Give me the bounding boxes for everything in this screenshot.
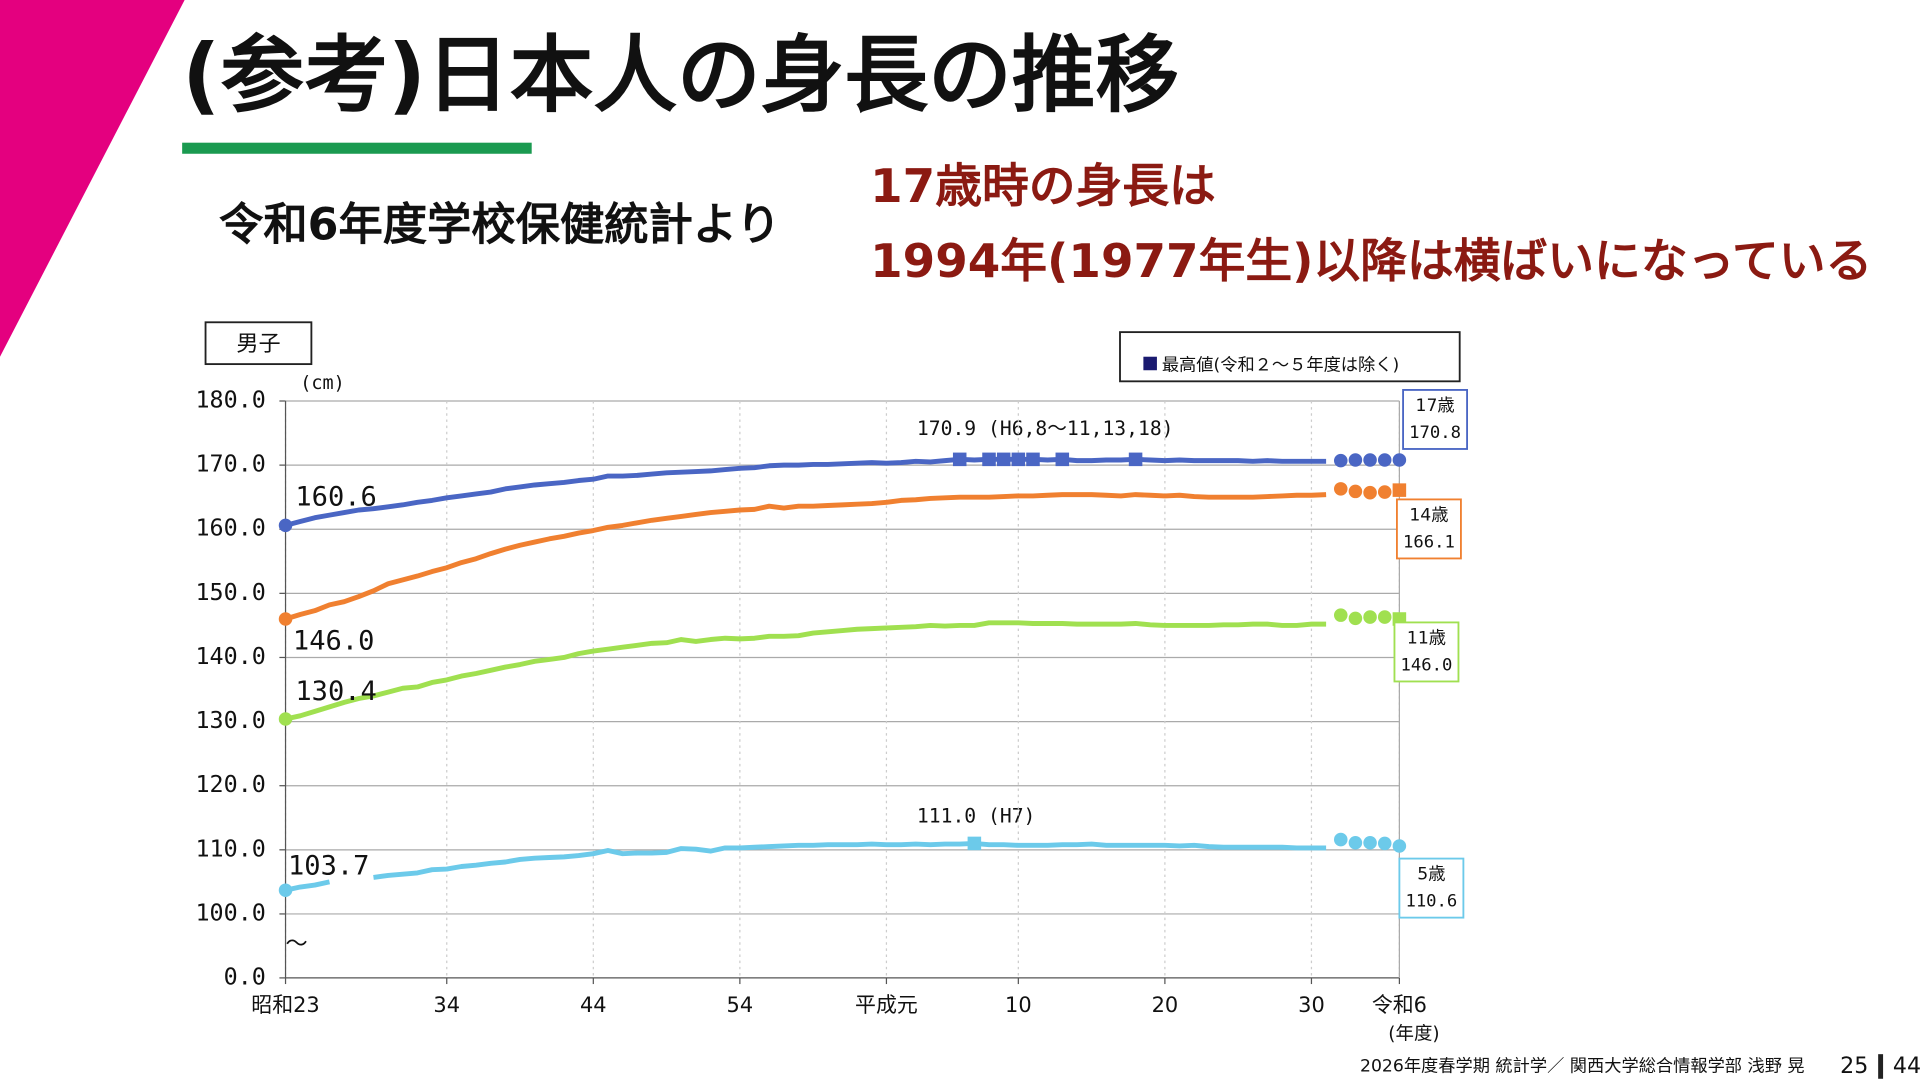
series-name: 17歳 [1416,396,1455,416]
recent-marker [1333,832,1348,847]
corner-decoration [0,0,185,357]
max-marker [967,836,982,851]
data-label: 103.7 [288,851,369,882]
x-tick-label: 20 [1152,993,1179,1017]
y-tick-label: 120.0 [195,770,265,798]
max-marker [1392,483,1407,497]
x-tick-label: 10 [1005,993,1032,1017]
start-marker [278,612,293,626]
value-box-label: 166.1 [1403,532,1455,552]
series-name: 11歳 [1407,628,1446,648]
x-tick-label: 昭和23 [251,993,319,1017]
data-label: 146.0 [293,626,374,657]
annotation: 170.9 (H6,8〜11,13,18) [917,417,1174,440]
y-tick-label: 110.0 [195,834,265,862]
max-marker [1011,452,1026,467]
value-box [1402,389,1468,450]
highlight-line: 17歳時の身長は [870,160,1216,214]
x-tick-label: 54 [727,993,754,1017]
value-box [1393,621,1460,683]
series-line [285,840,1327,893]
max-marker [1055,452,1070,467]
panel-label-box [204,321,313,366]
recent-marker [1348,836,1363,850]
x-tick-label: 平成元 [855,993,918,1017]
axis-break: 〜 [286,931,308,957]
y-tick-label: 0.0 [224,962,266,990]
max-marker [952,452,967,467]
data-label: 160.6 [295,482,376,513]
recent-marker [1333,608,1348,622]
value-box-label: 110.6 [1405,892,1457,912]
max-marker [1026,452,1040,467]
series-name: 5歳 [1417,865,1445,885]
panel-label: 男子 [236,331,280,357]
subtitle: 令和6年度学校保健統計より [219,200,780,251]
recent-marker [1363,485,1377,500]
x-tick-label: 44 [580,993,607,1017]
recent-marker [1392,453,1407,467]
y-tick-label: 150.0 [195,578,265,606]
title-underline [182,142,532,154]
value-box [1398,857,1465,919]
recent-marker [1377,836,1392,851]
legend-marker [1143,356,1157,371]
y-tick-label: 100.0 [195,898,265,926]
start-marker [278,883,293,897]
value-box-label: 146.0 [1401,655,1453,675]
x-tick-label: 34 [433,993,460,1017]
recent-marker [1377,610,1392,624]
start-marker [278,712,293,726]
x-axis-label: (年度) [1388,1023,1439,1044]
highlight-line: 1994年(1977年生)以降は横ばいになっている [870,235,1872,289]
y-tick-label: 160.0 [195,514,265,542]
recent-marker [1363,453,1377,467]
series-line [284,492,1327,622]
y-axis-label: (cm) [300,373,344,394]
recent-marker [1348,484,1363,499]
page-total: 44 [1893,1053,1920,1079]
slide-title: (参考)日本人の身長の推移 [182,26,1179,124]
max-marker [1128,452,1143,467]
x-tick-label: 令和6 [1372,993,1427,1017]
y-tick-label: 170.0 [195,450,265,478]
annotation: 111.0 (H7) [917,804,1035,827]
recent-marker [1377,485,1392,499]
value-box-label: 170.8 [1409,423,1461,443]
legend-label: 最高値(令和２～５年度は除く) [1162,355,1399,375]
recent-marker [1377,453,1392,467]
value-box [1396,498,1462,560]
y-tick-label: 140.0 [195,642,265,670]
recent-marker [1333,453,1348,468]
legend-box [1119,331,1461,383]
footer-course: 2026年度春学期 統計学／ 関西大学総合情報学部 浅野 晃 [1360,1056,1805,1076]
data-label: 130.4 [295,676,376,707]
recent-marker [1348,453,1363,467]
page-number: 25 [1840,1053,1868,1079]
recent-marker [1348,611,1363,626]
recent-marker [1333,482,1348,496]
start-marker [278,518,293,533]
series-name: 14歳 [1409,505,1448,525]
recent-marker [1363,610,1377,624]
page-separator [1878,1054,1884,1079]
recent-marker [1363,836,1377,850]
max-marker [996,452,1011,467]
max-marker [982,452,996,467]
recent-marker [1392,839,1407,853]
series-line [285,620,1327,722]
x-tick-label: 30 [1298,993,1325,1017]
y-tick-label: 180.0 [195,386,265,414]
y-tick-label: 130.0 [195,706,265,734]
series-line [284,456,1327,528]
